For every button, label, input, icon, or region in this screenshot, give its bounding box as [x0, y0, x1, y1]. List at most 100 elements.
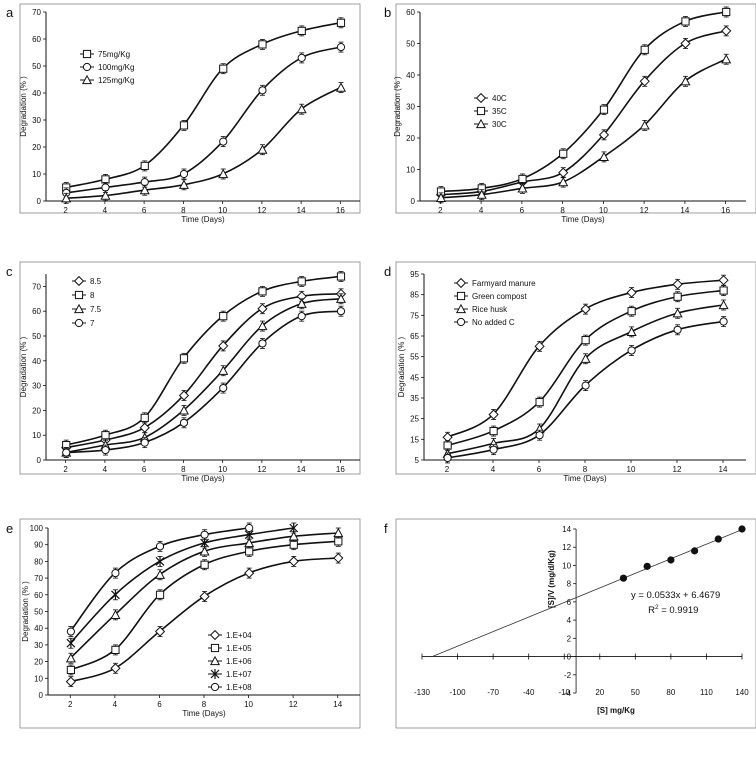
data-point [65, 676, 76, 687]
legend-marker [209, 629, 221, 641]
y-tick-label: 60 [32, 307, 41, 316]
panel-b: b 0 10 20 30 40 50 60 2 4 6 8 10 12 14 16 Time (Days) Deg… [384, 3, 756, 224]
legend-marker [82, 49, 92, 59]
legend-entry: 7 [90, 319, 95, 328]
y-tick-label: 50 [406, 40, 415, 49]
data-point [111, 589, 120, 600]
panel-label: e [6, 521, 13, 536]
series-4 [66, 522, 254, 637]
y-tick-label: 30 [34, 641, 43, 650]
data-point [489, 426, 498, 436]
legend: 40C 35C 30C [474, 92, 507, 129]
y-tick-label: 20 [32, 406, 41, 415]
data-point [244, 537, 255, 548]
y-tick-label: 40 [32, 89, 41, 98]
y-tick-label: 20 [34, 658, 43, 667]
panel-label: d [384, 264, 391, 279]
series-line [65, 298, 341, 454]
data-point [154, 569, 166, 579]
legend-entry: Green compost [472, 292, 527, 301]
data-point [626, 326, 637, 336]
data-point [333, 552, 344, 564]
x-tick-label: 140 [735, 688, 749, 697]
data-point [178, 390, 190, 401]
y-tick-label: 50 [32, 62, 41, 71]
data-point [558, 176, 569, 187]
y-tick-label: 15 [410, 435, 419, 444]
x-tick-label: 10 [627, 465, 636, 474]
legend-marker [455, 277, 467, 289]
panel-label: a [6, 5, 14, 20]
y-tick-label: 35 [410, 394, 419, 403]
legend-entry: 1.E+07 [226, 670, 252, 679]
y-tick-label: 60 [32, 35, 41, 44]
data-point [289, 540, 298, 549]
y-tick-label: 0 [37, 456, 42, 465]
series-3 [62, 305, 346, 458]
data-point [721, 53, 732, 64]
data-point [721, 25, 732, 37]
x-tick-label: 16 [336, 465, 345, 474]
series-3 [443, 316, 728, 464]
data-point [639, 120, 650, 130]
data-point [580, 353, 591, 363]
x-axis-label: Time (Days) [563, 474, 607, 483]
r-squared-value: = 0.9919 [659, 605, 699, 616]
x-tick-label: 8 [560, 206, 565, 215]
data-point [66, 665, 75, 675]
r-squared: R2 = 0.9919 [648, 604, 698, 616]
y-tick-label: 0 [567, 653, 572, 662]
legend-marker [210, 643, 220, 653]
series-line [440, 11, 726, 193]
x-tick-label: 4 [113, 700, 118, 709]
y-tick-label: 2 [567, 634, 572, 643]
y-tick-label: 14 [562, 525, 571, 534]
data-point [718, 275, 729, 286]
r-squared-exponent: 2 [655, 604, 659, 611]
data-point [258, 86, 267, 95]
data-point [680, 38, 691, 49]
panel-d: d 5 15 25 35 45 55 65 75 85 95 2 4 6 8 10 12 14 Time (Days… [384, 261, 756, 483]
x-axis-label: Time (Days) [561, 215, 605, 224]
y-tick-label: 75 [410, 311, 419, 320]
x-tick-label: -10 [558, 688, 570, 697]
y-tick-label: 50 [32, 332, 41, 341]
data-point [258, 287, 267, 296]
data-point [179, 354, 189, 363]
data-point [101, 431, 110, 440]
data-point [245, 523, 254, 533]
series-1 [62, 271, 346, 451]
x-tick-label: 12 [673, 465, 682, 474]
data-point [179, 418, 189, 427]
x-tick-label: 2 [445, 465, 450, 474]
y-tick-label: 40 [406, 71, 415, 80]
x-tick-label: 8 [181, 465, 186, 474]
x-tick-label: 10 [218, 206, 227, 215]
x-tick-label: 50 [631, 688, 640, 697]
x-tick-label: 8 [583, 465, 588, 474]
data-point [599, 105, 609, 114]
x-tick-label: 2 [68, 700, 73, 709]
series-1 [443, 285, 728, 451]
y-tick-label: 0 [37, 197, 42, 206]
y-tick-label: 10 [32, 431, 41, 440]
x-tick-label: 14 [719, 465, 728, 474]
data-point [155, 556, 165, 567]
y-tick-label: 30 [406, 103, 415, 112]
legend-marker [73, 303, 85, 314]
data-point [61, 193, 72, 203]
data-point [101, 445, 110, 455]
data-point [111, 568, 120, 578]
data-point [296, 298, 307, 308]
data-point [738, 525, 746, 533]
data-point [336, 307, 346, 316]
x-tick-label: 12 [257, 465, 266, 474]
data-point [672, 308, 683, 318]
y-tick-label: 20 [32, 143, 41, 152]
data-point [154, 626, 166, 637]
x-tick-label: 6 [520, 206, 525, 215]
legend-marker [74, 318, 84, 328]
y-tick-label: 30 [32, 382, 41, 391]
legend-marker [81, 74, 93, 85]
series-0 [65, 552, 344, 688]
